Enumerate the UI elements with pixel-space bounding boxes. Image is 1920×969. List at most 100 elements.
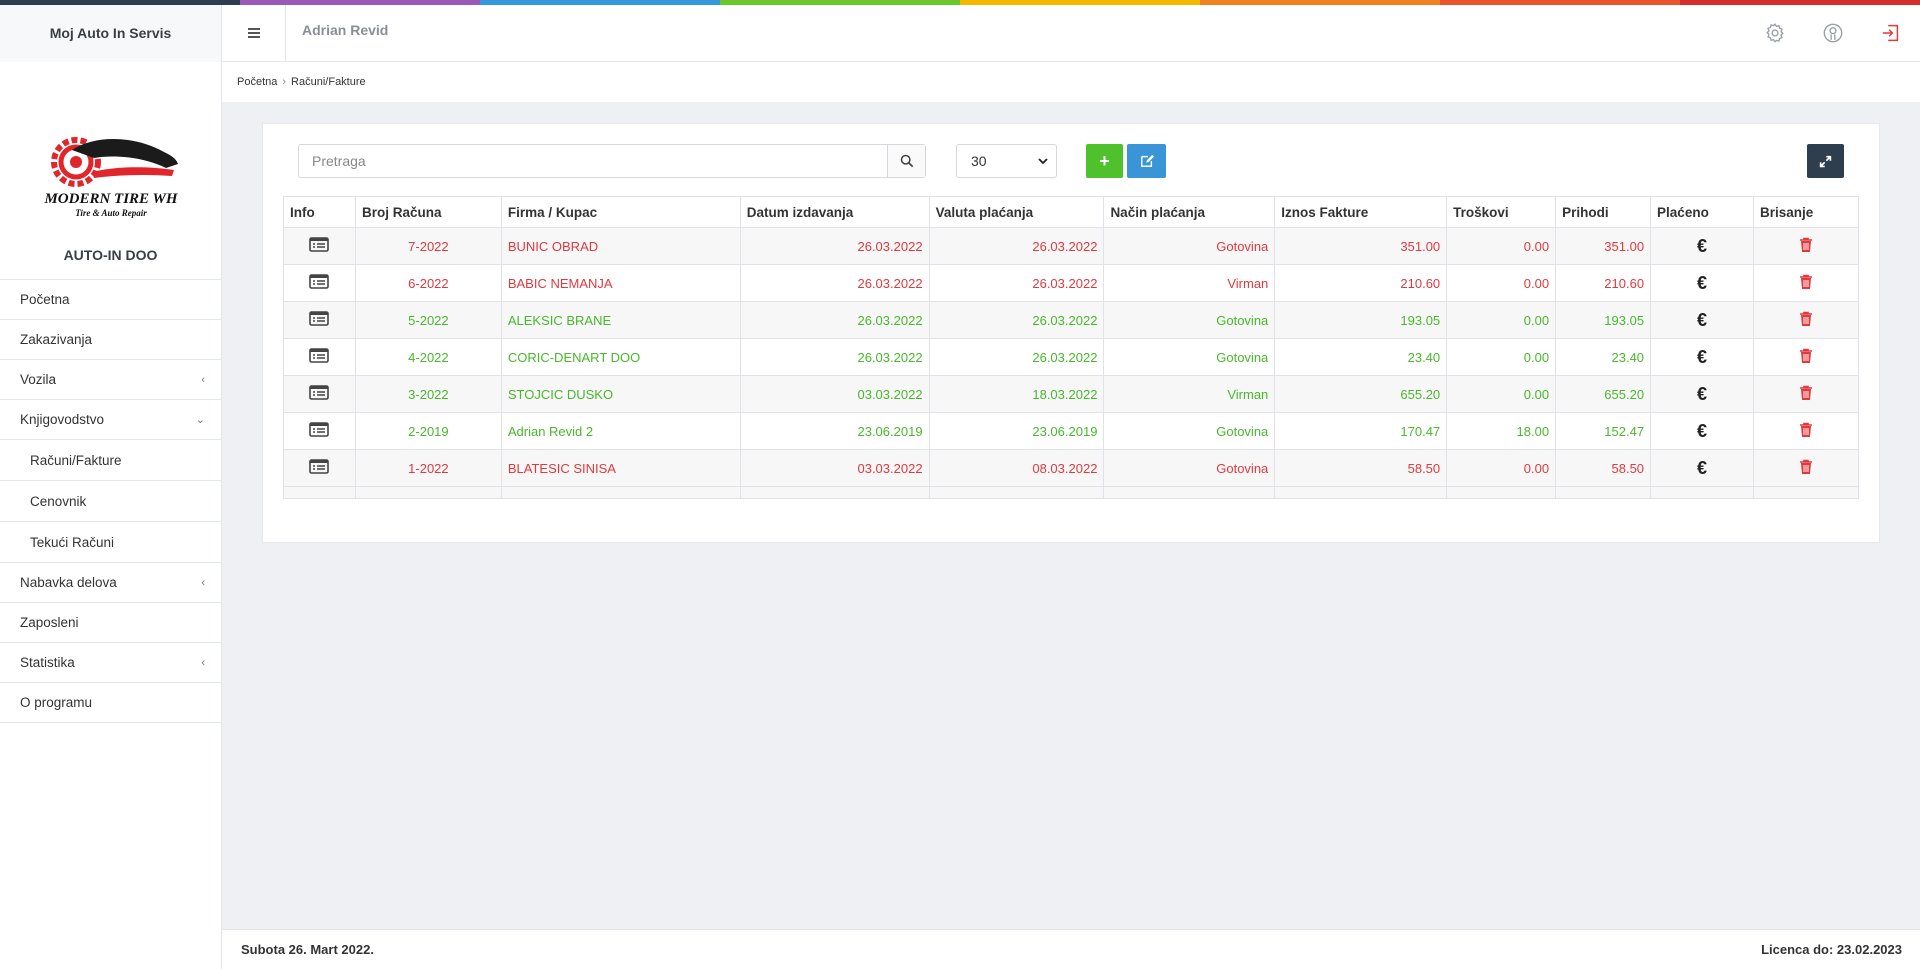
sidebar-item-zakazivanja[interactable]: Zakazivanja [0, 320, 221, 360]
trash-icon[interactable] [1752, 338, 1860, 376]
column-header[interactable]: Prihodi [1555, 196, 1652, 228]
table-row[interactable]: 5-2022 ALEKSIC BRANE 26.03.2022 26.03.2022 G… [283, 301, 1860, 339]
column-header[interactable]: Info [283, 196, 356, 228]
euro-icon[interactable]: € [1650, 375, 1754, 413]
invoice-amount: 193.05 [1274, 301, 1448, 339]
trash-icon[interactable] [1752, 227, 1860, 265]
invoice-amount: 23.40 [1274, 338, 1448, 376]
sidebar-item-nabavka-delova[interactable]: Nabavka delova ‹ [0, 563, 221, 603]
costs: 0.00 [1446, 449, 1557, 487]
info-icon[interactable] [283, 264, 356, 302]
sidebar-item-tekuci-racuni[interactable]: Tekući Računi [0, 522, 221, 563]
app-title[interactable]: Moj Auto In Servis [0, 4, 222, 62]
chevron-left-icon: ‹ [201, 656, 205, 669]
customer-name: BABIC NEMANJA [500, 264, 741, 302]
sidebar-item-cenovnik[interactable]: Cenovnik [0, 481, 221, 522]
issue-date: 03.03.2022 [739, 449, 930, 487]
gear-icon[interactable] [1764, 22, 1786, 44]
due-date: 23.06.2019 [928, 412, 1105, 450]
company-name: AUTO-IN DOO [0, 230, 221, 280]
costs: 0.00 [1446, 301, 1557, 339]
strip-segment [0, 0, 240, 5]
sidebar: MODERN TIRE WH Tire & Auto Repair AUTO-I… [0, 62, 222, 969]
menu-toggle-button[interactable] [222, 4, 286, 62]
empty-cell [928, 486, 1105, 499]
sidebar-item-zaposleni[interactable]: Zaposleni [0, 603, 221, 643]
breadcrumb-home[interactable]: Početna [237, 76, 278, 88]
invoice-amount: 58.50 [1274, 449, 1448, 487]
search-input[interactable] [299, 145, 887, 177]
sidebar-item-vozila[interactable]: Vozila ‹ [0, 360, 221, 400]
edit-icon [1140, 154, 1154, 167]
info-icon[interactable] [283, 301, 356, 339]
invoices-table: Info Broj Računa Firma / Kupac Datum izd… [283, 196, 1860, 499]
color-strip [0, 0, 1920, 5]
due-date: 26.03.2022 [928, 301, 1105, 339]
info-icon[interactable] [283, 412, 356, 450]
empty-cell [500, 486, 741, 499]
per-page-select[interactable]: 30 [956, 144, 1057, 178]
edit-invoice-button[interactable] [1127, 144, 1166, 178]
column-header[interactable]: Brisanje [1752, 196, 1860, 228]
column-header[interactable]: Iznos Fakture [1274, 196, 1448, 228]
column-header[interactable]: Valuta plaćanja [928, 196, 1105, 228]
sidebar-item-label: Statistika [20, 655, 75, 670]
user-circle-icon[interactable] [1822, 22, 1844, 44]
table-row[interactable]: 4-2022 CORIC-DENART DOO 26.03.2022 26.03.20… [283, 338, 1860, 376]
sidebar-item-o-programu[interactable]: O programu [0, 683, 221, 723]
table-row[interactable]: 3-2022 STOJCIC DUSKO 03.03.2022 18.03.2022 V… [283, 375, 1860, 413]
info-icon[interactable] [283, 375, 356, 413]
info-icon[interactable] [283, 449, 356, 487]
trash-icon[interactable] [1752, 412, 1860, 450]
sidebar-item-knjigovodstvo[interactable]: Knjigovodstvo ⌄ [0, 400, 221, 440]
empty-cell [1752, 486, 1860, 499]
fullscreen-button[interactable] [1807, 144, 1844, 178]
column-header[interactable]: Broj Računa [354, 196, 502, 228]
sidebar-item-label: Tekući Računi [30, 534, 115, 550]
income: 58.50 [1555, 449, 1652, 487]
trash-icon[interactable] [1752, 264, 1860, 302]
sidebar-item-pocetna[interactable]: Početna [0, 280, 221, 320]
sidebar-item-racuni-fakture[interactable]: Računi/Fakture [0, 440, 221, 481]
add-invoice-button[interactable]: + [1086, 144, 1123, 178]
column-header[interactable]: Troškovi [1446, 196, 1557, 228]
sign-out-icon[interactable] [1880, 22, 1902, 44]
sidebar-item-statistika[interactable]: Statistika ‹ [0, 643, 221, 683]
table-row[interactable]: 2-2019 Adrian Revid 2 23.06.2019 23.06.2019… [283, 412, 1860, 450]
issue-date: 23.06.2019 [739, 412, 930, 450]
empty-cell [1650, 486, 1754, 499]
euro-icon[interactable]: € [1650, 412, 1754, 450]
table-row[interactable]: 7-2022 BUNIC OBRAD 26.03.2022 26.03.2022 Got… [283, 227, 1860, 265]
table-row[interactable]: 6-2022 BABIC NEMANJA 26.03.2022 26.03.2022 V… [283, 264, 1860, 302]
euro-icon[interactable]: € [1650, 264, 1754, 302]
euro-icon[interactable]: € [1650, 449, 1754, 487]
sidebar-item-label: Računi/Fakture [30, 452, 122, 468]
strip-segment [1200, 0, 1440, 5]
column-header[interactable]: Plaćeno [1650, 196, 1754, 228]
sidebar-item-label: Knjigovodstvo [20, 412, 105, 427]
table-row[interactable]: 1-2022 BLATESIC SINISA 03.03.2022 08.03.202… [283, 449, 1860, 487]
sidebar-item-label: Cenovnik [30, 493, 87, 509]
footer: Subota 26. Mart 2022. Licenca do: 23.02.… [222, 929, 1920, 969]
trash-icon[interactable] [1752, 375, 1860, 413]
trash-icon[interactable] [1752, 301, 1860, 339]
euro-icon[interactable]: € [1650, 338, 1754, 376]
empty-cell [1103, 486, 1276, 499]
sidebar-item-label: Nabavka delova [20, 575, 117, 590]
column-header[interactable]: Datum izdavanja [739, 196, 930, 228]
column-header[interactable]: Firma / Kupac [500, 196, 741, 228]
info-icon[interactable] [283, 338, 356, 376]
due-date: 26.03.2022 [928, 227, 1105, 265]
invoice-amount: 655.20 [1274, 375, 1448, 413]
euro-icon[interactable]: € [1650, 301, 1754, 339]
empty-cell [1555, 486, 1652, 499]
trash-icon[interactable] [1752, 449, 1860, 487]
empty-cell [283, 486, 356, 499]
search-button[interactable] [887, 145, 925, 177]
euro-icon[interactable]: € [1650, 227, 1754, 265]
chevron-left-icon: ‹ [201, 576, 205, 589]
column-header[interactable]: Način plaćanja [1103, 196, 1276, 228]
invoice-number: 4-2022 [354, 338, 502, 376]
chevron-down-icon [1038, 158, 1048, 165]
info-icon[interactable] [283, 227, 356, 265]
